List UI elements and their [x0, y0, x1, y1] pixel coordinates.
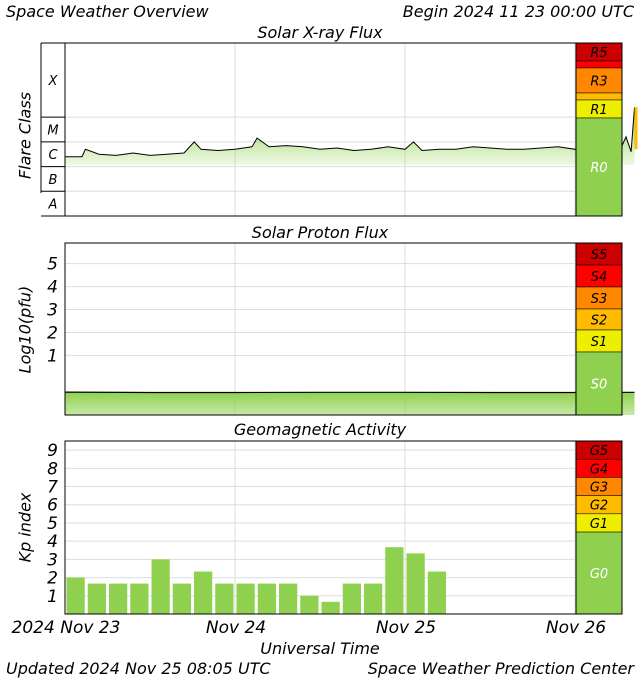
kp-ytick-8: 8: [47, 459, 58, 479]
kp-bar: [279, 583, 298, 614]
updated-label: Updated 2024 Nov 25 08:05 UTC: [6, 659, 271, 678]
xray-flux-area: [65, 107, 635, 165]
kp-scale-label-g1: G1: [590, 517, 608, 532]
kp-ytick-7: 7: [47, 478, 58, 498]
xray-scale-label-r3: R3: [590, 75, 607, 90]
proton-ytick-5: 5: [47, 255, 58, 275]
kp-ytick-1: 1: [47, 587, 58, 607]
begin-time-label: Begin 2024 11 23 00:00 UTC: [402, 2, 634, 21]
proton-flux-area: [65, 392, 635, 415]
xray-scale-label-r5: R5: [590, 46, 607, 61]
xray-ytick-b: B: [49, 173, 58, 188]
x-tick-nov-25: Nov 25: [375, 618, 437, 638]
proton-scale-label-s2: S2: [591, 314, 608, 329]
kp-bar: [321, 601, 340, 614]
xray-scale-r4: [575, 60, 623, 69]
kp-scale-label-g2: G2: [590, 499, 608, 514]
kp-bar: [257, 583, 276, 614]
kp-ytick-2: 2: [47, 569, 58, 589]
x-axis-label: Universal Time: [260, 639, 380, 658]
kp-bar: [300, 595, 319, 614]
kp-scale-label-g3: G3: [590, 481, 608, 496]
kp-bar: [66, 577, 85, 614]
xray-ytick-c: C: [48, 148, 58, 163]
kp-bar: [87, 583, 106, 614]
kp-ytick-5: 5: [47, 514, 58, 534]
kp-bar: [172, 583, 191, 614]
proton-scale-label-s5: S5: [591, 248, 608, 263]
xray-scale-label-r1: R1: [590, 103, 607, 118]
kp-ytick-3: 3: [47, 550, 58, 570]
center-label: Space Weather Prediction Center: [367, 659, 634, 678]
kp-bar: [215, 583, 234, 614]
xray-recent-flare-marker: [634, 107, 638, 150]
kp-bar: [130, 583, 149, 614]
proton-ytick-2: 2: [47, 323, 58, 343]
x-tick-nov-26: Nov 26: [545, 618, 607, 638]
xray-ytick-x: X: [48, 74, 59, 89]
proton-scale-label-s3: S3: [591, 292, 608, 307]
kp-bar: [151, 559, 170, 614]
kp-scale-label-g5: G5: [590, 444, 608, 459]
kp-bar: [406, 553, 425, 614]
kp-bar: [194, 571, 213, 614]
chart-title: Space Weather Overview: [6, 2, 209, 21]
kp-bar: [236, 583, 255, 614]
proton-scale-label-s0: S0: [591, 378, 608, 393]
x-tick-nov-24: Nov 24: [205, 618, 267, 638]
proton-scale-label-s4: S4: [591, 270, 608, 285]
kp-bar: [364, 583, 383, 614]
kp-scale-label-g4: G4: [590, 462, 608, 477]
xray-scale-r2: [575, 92, 623, 101]
kp-panel-title: Geomagnetic Activity: [233, 420, 407, 439]
proton-scale-label-s1: S1: [591, 335, 608, 350]
xray-ytick-m: M: [47, 124, 58, 139]
xray-scale-r3: [575, 67, 623, 94]
kp-ytick-4: 4: [47, 532, 58, 552]
xray-panel-title: Solar X-ray Flux: [257, 23, 383, 42]
xray-scale-r0: [575, 117, 623, 217]
kp-bar: [342, 583, 361, 614]
proton-panel-title: Solar Proton Flux: [251, 223, 389, 242]
x-tick-nov-23: 2024 Nov 23: [11, 618, 121, 638]
kp-ytick-6: 6: [47, 496, 58, 516]
kp-bar: [385, 547, 404, 614]
kp-scale-label-g0: G0: [590, 567, 608, 582]
kp-bar: [109, 583, 128, 614]
proton-frame: [64, 242, 623, 416]
xray-ytick-a: A: [48, 198, 58, 213]
proton-ytick-1: 1: [47, 346, 58, 366]
kp-frame: [64, 440, 623, 615]
proton-ytick-4: 4: [47, 278, 58, 298]
kp-ytick-9: 9: [47, 441, 58, 461]
xray-scale-label-r0: R0: [590, 161, 607, 176]
proton-ytick-3: 3: [47, 301, 58, 321]
xray-frame: [64, 42, 623, 217]
kp-bar: [427, 571, 446, 614]
